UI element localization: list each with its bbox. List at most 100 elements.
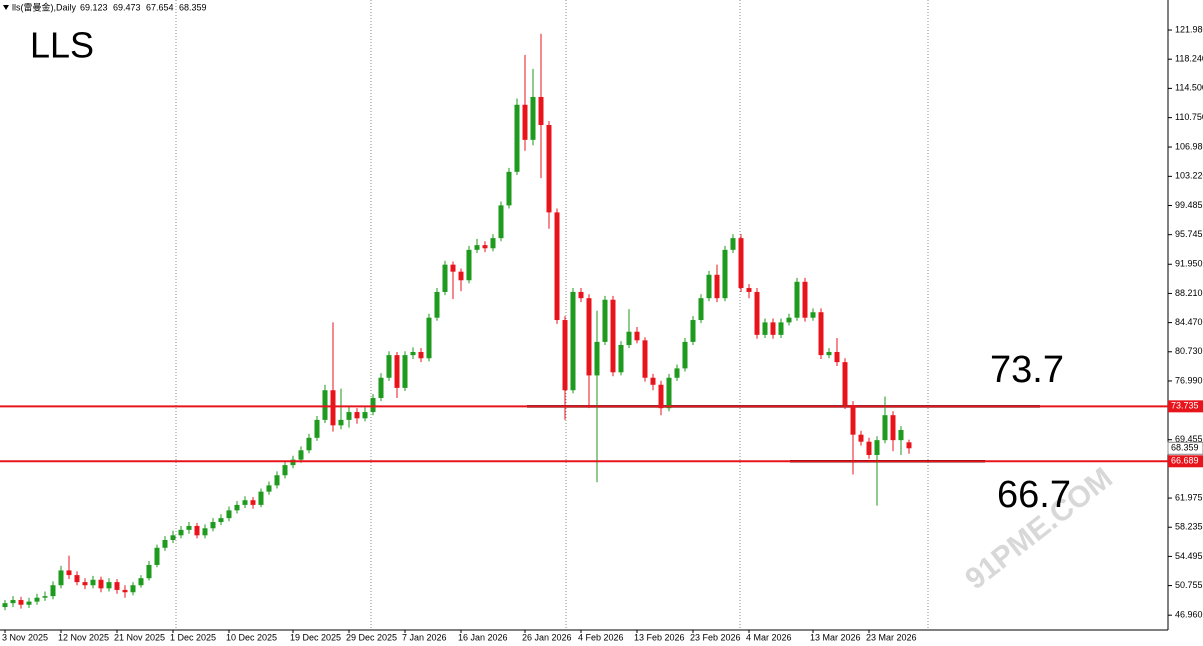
ohlc-low: 67.654 (146, 2, 174, 12)
x-tick-label: 26 Jan 2026 (522, 632, 572, 642)
y-tick-label: 95.745 (1175, 229, 1203, 239)
vertical-grid (175, 0, 929, 630)
candle-body (26, 601, 32, 605)
candle-body (682, 341, 688, 369)
candle-body (538, 96, 544, 126)
candle-body (906, 442, 912, 449)
y-tick-label: 50.755 (1175, 580, 1203, 590)
y-tick-label: 91.950 (1175, 259, 1203, 269)
candle-body (746, 288, 752, 292)
candle-body (754, 291, 760, 335)
y-tick-label: 76.990 (1175, 375, 1203, 385)
candle-body (306, 437, 312, 451)
candle-body (354, 412, 360, 419)
candle-body (186, 525, 192, 530)
candle-body (370, 398, 376, 413)
candle-body (74, 575, 80, 583)
candle-body (194, 525, 200, 536)
candle-body (826, 352, 832, 356)
candle-body (426, 317, 432, 359)
candle-body (410, 352, 416, 356)
candle-body (738, 238, 744, 289)
price-tag (1167, 441, 1203, 455)
candle-body (170, 535, 176, 540)
candle-body (698, 298, 704, 321)
candle-body (610, 299, 616, 373)
y-tick-label: 99.485 (1175, 200, 1203, 210)
candle-body (474, 245, 480, 250)
y-tick-label: 46.960 (1175, 610, 1203, 620)
candle-body (634, 331, 640, 341)
candle-body (322, 390, 328, 420)
candle-body (122, 589, 128, 593)
y-tick-label: 106.980 (1175, 141, 1203, 151)
candle-body (506, 171, 512, 206)
candle-body (778, 322, 784, 335)
candle-body (346, 412, 352, 420)
candle-body (146, 564, 152, 579)
x-tick-label: 4 Feb 2026 (578, 632, 624, 642)
candle-body (178, 529, 184, 536)
candle-body (890, 415, 896, 441)
x-tick-label: 13 Feb 2026 (634, 632, 685, 642)
candle-body (330, 390, 336, 426)
candle-body (562, 320, 568, 391)
candle-body (234, 504, 240, 511)
price-label: 68.359 (1171, 443, 1199, 453)
candle-body (866, 441, 872, 455)
candle-body (730, 238, 736, 250)
candle-body (138, 578, 144, 586)
y-tick-label: 110.750 (1175, 112, 1203, 122)
symbol: lls(雷曼金),Daily (12, 1, 76, 12)
y-tick-label: 54.495 (1175, 551, 1203, 561)
candle-body (202, 528, 208, 536)
candle-body (642, 340, 648, 378)
candle-body (210, 522, 216, 529)
candle-body (882, 415, 888, 441)
candle-body (602, 299, 608, 342)
candle-body (226, 510, 232, 519)
level-tag (1168, 455, 1203, 468)
candle-body (98, 579, 104, 589)
candle-body (586, 298, 592, 376)
ohlc-open: 69.123 (80, 2, 108, 12)
candle-body (218, 518, 224, 523)
y-tick-label: 121.980 (1175, 24, 1203, 34)
x-tick-label: 12 Nov 2025 (58, 632, 109, 642)
y-tick-label: 84.470 (1175, 317, 1203, 327)
x-tick-label: 4 Mar 2026 (746, 632, 792, 642)
candle-body (266, 485, 272, 492)
candle-body (690, 320, 696, 342)
candle-body (650, 377, 656, 385)
candle-body (898, 430, 904, 441)
candle-body (626, 331, 632, 345)
candle-body (42, 596, 48, 598)
y-tick-label: 69.455 (1175, 434, 1203, 444)
x-tick-label: 13 Mar 2026 (810, 632, 861, 642)
menu-arrow (3, 5, 9, 10)
candle-body (594, 341, 600, 376)
candle-body (786, 317, 792, 323)
candle-body (314, 419, 320, 438)
candle-body (714, 274, 720, 299)
candle-body (442, 264, 448, 292)
candle-body (530, 96, 536, 140)
candle-body (282, 465, 288, 476)
x-tick-label: 23 Feb 2026 (690, 632, 741, 642)
candle-body (762, 322, 768, 335)
candle-body (706, 274, 712, 299)
candle-body (770, 322, 776, 335)
x-tick-label: 3 Nov 2025 (2, 632, 48, 642)
chart-title: LLS (30, 25, 94, 66)
candle-body (434, 291, 440, 318)
candle-body (858, 434, 864, 442)
candle-body (82, 582, 88, 586)
y-tick-label: 118.240 (1175, 54, 1203, 64)
ohlc-high: 69.473 (113, 2, 141, 12)
candle-body (722, 249, 728, 299)
candle-body (834, 352, 840, 363)
candle-body (58, 570, 64, 586)
candle-body (570, 291, 576, 391)
x-tick-label: 16 Jan 2026 (458, 632, 508, 642)
annotation: 73.7 (990, 349, 1064, 391)
